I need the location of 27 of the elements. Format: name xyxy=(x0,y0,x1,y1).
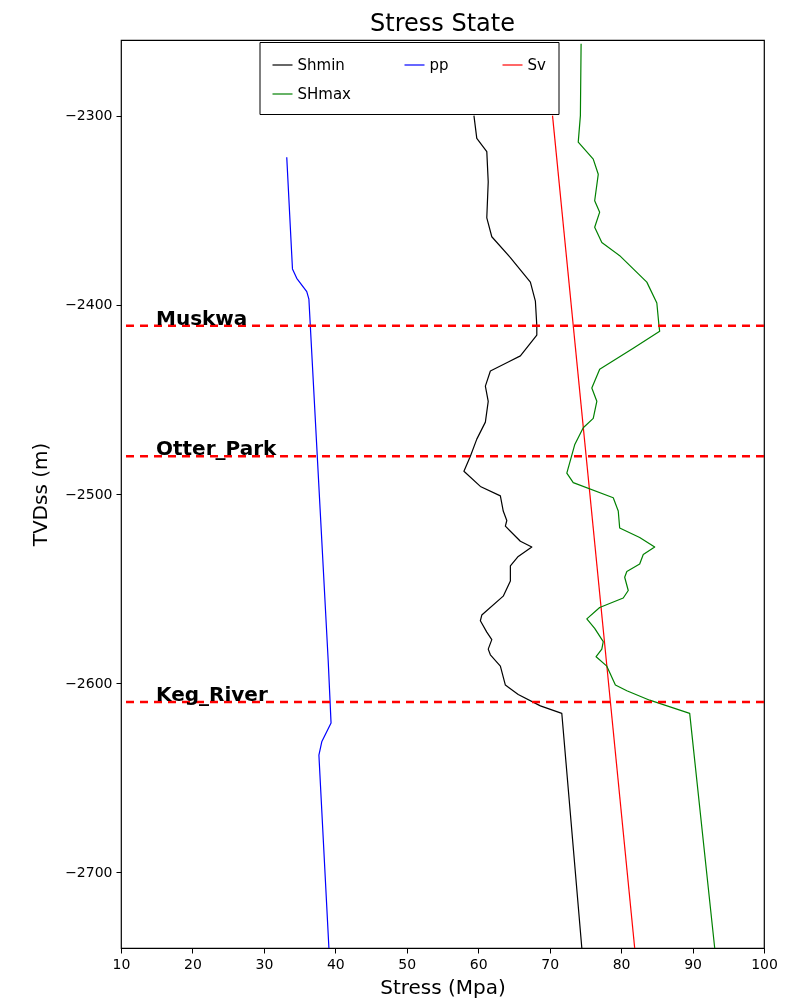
legend-label: Sv xyxy=(527,56,547,74)
chart-title: Stress State xyxy=(370,9,515,37)
x-tick-label: 80 xyxy=(612,955,631,972)
ref-line-label: Muskwa xyxy=(156,305,248,330)
legend-label: pp xyxy=(429,56,449,74)
x-axis-title: Stress (Mpa) xyxy=(380,974,506,999)
legend-label: SHmax xyxy=(297,85,352,103)
x-tick-label: 30 xyxy=(255,955,274,972)
y-tick-label: −2500 xyxy=(65,485,113,502)
y-tick-label: −2700 xyxy=(65,863,113,880)
line-series xyxy=(286,156,332,948)
x-tick-label: 10 xyxy=(112,955,131,972)
y-axis-title: TVDss (m) xyxy=(28,442,53,548)
x-tick-label: 20 xyxy=(184,955,202,972)
x-tick-label: 90 xyxy=(684,955,702,972)
ref-line-label: Otter_Park xyxy=(156,436,278,461)
y-tick-label: −2600 xyxy=(65,674,113,691)
legend-label: Shmin xyxy=(297,56,345,74)
y-tick-label: −2400 xyxy=(65,296,113,313)
x-tick-label: 50 xyxy=(398,955,417,972)
ref-line-label: Keg_River xyxy=(156,682,268,707)
y-tick-label: −2300 xyxy=(65,107,113,124)
x-tick-label: 70 xyxy=(541,955,560,972)
x-tick-label: 100 xyxy=(751,955,778,972)
line-series xyxy=(566,43,716,948)
x-tick-label: 40 xyxy=(326,955,345,972)
x-tick-label: 60 xyxy=(469,955,488,972)
